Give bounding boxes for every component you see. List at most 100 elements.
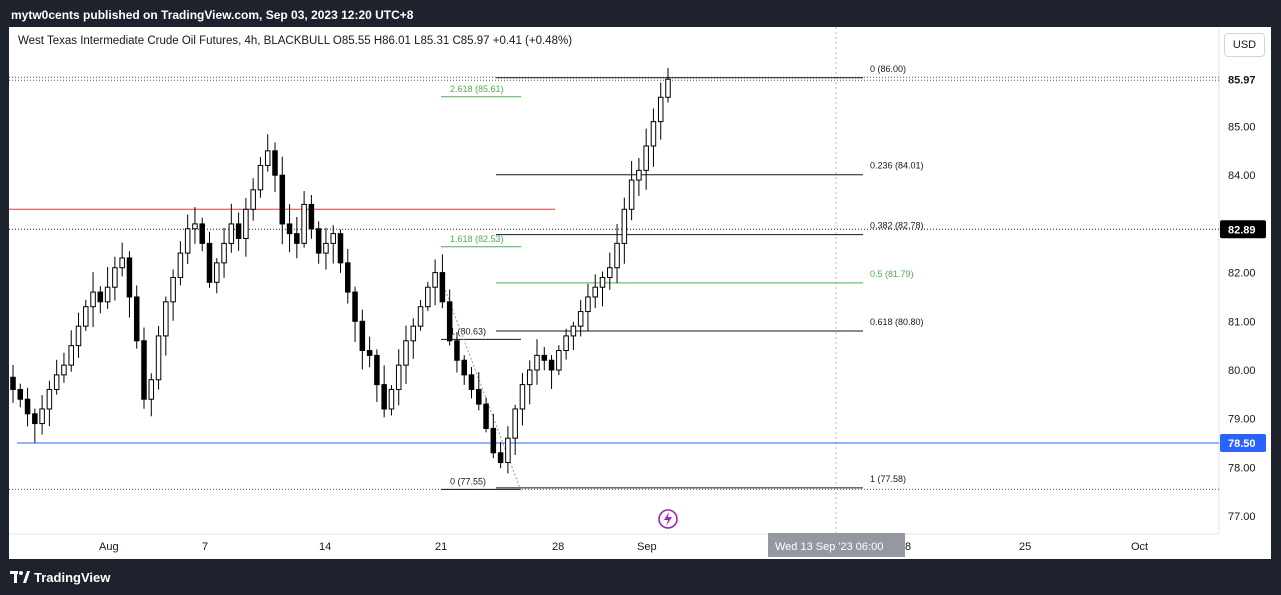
- candle-body: [599, 276, 606, 288]
- candle-body: [126, 257, 133, 298]
- candle-body: [10, 376, 16, 390]
- candle-body: [643, 145, 649, 171]
- candle-body: [614, 242, 620, 269]
- candle-body: [490, 427, 497, 454]
- time-axis-tick: 14: [319, 541, 331, 553]
- price-axis-tick: 78.00: [1228, 462, 1256, 474]
- time-axis-tick: 28: [552, 541, 564, 553]
- price-axis-tick: 85.00: [1228, 122, 1256, 134]
- fib-retracement-label: 0 (86.00): [870, 64, 906, 74]
- candle-body: [90, 291, 96, 308]
- candle-body: [337, 233, 344, 264]
- candle-body: [366, 350, 373, 356]
- candle-body: [75, 325, 82, 347]
- time-axis-tick: 8: [905, 541, 911, 553]
- candle-body: [17, 388, 24, 400]
- candle-body: [119, 257, 125, 269]
- candle-body: [607, 267, 613, 278]
- published-text: mytw0cents published on TradingView.com,…: [11, 8, 414, 22]
- candle-body: [512, 408, 518, 439]
- time-axis-tick: Sep: [637, 541, 657, 553]
- price-axis-tick: 80.00: [1228, 365, 1256, 377]
- candle-body: [257, 164, 264, 191]
- candle-body: [264, 150, 271, 166]
- symbol-legend: West Texas Intermediate Crude Oil Future…: [18, 35, 573, 47]
- candle-body: [243, 208, 249, 240]
- price-axis-tick: 79.00: [1228, 414, 1256, 426]
- fib-retracement-label: 0.618 (80.80): [870, 317, 924, 327]
- candle-body: [577, 311, 584, 327]
- chart-pane[interactable]: 0 (86.00) 0.236 (84.01) 0.382 (82.78) 0.5 (…: [9, 27, 1271, 559]
- candle-body: [345, 262, 351, 293]
- candle-body: [24, 398, 31, 415]
- time-axis-tick: Aug: [99, 541, 119, 553]
- candle-body: [650, 121, 657, 147]
- publisher-bar: mytw0cents published on TradingView.com,…: [0, 0, 1281, 27]
- candle-body: [155, 335, 162, 381]
- candle-body: [53, 374, 60, 390]
- candle-body: [410, 325, 417, 342]
- candle-body: [432, 272, 438, 288]
- flash-event-icon-bolt: [664, 512, 672, 526]
- candle-body: [395, 364, 402, 390]
- candle-body: [476, 388, 482, 405]
- candle-body: [46, 388, 53, 410]
- current-price-label: 85.97: [1228, 74, 1256, 86]
- candle-body: [221, 242, 227, 264]
- candle-body: [104, 286, 111, 303]
- candle-body: [177, 252, 184, 278]
- candle-body: [228, 223, 235, 244]
- candle-body: [541, 354, 548, 361]
- price-label: 82.89: [1228, 224, 1256, 236]
- candle-body: [570, 325, 577, 337]
- tradingview-logo-text: TradingView: [34, 569, 111, 585]
- candle-body: [199, 223, 205, 244]
- price-label: 78.50: [1228, 438, 1256, 450]
- fib-retracement-label: 1 (77.58): [870, 474, 906, 484]
- price-axis-tick: 84.00: [1228, 170, 1256, 182]
- candle-body: [505, 437, 511, 464]
- candle-body: [32, 413, 38, 425]
- candle-body: [446, 301, 453, 342]
- candle-body: [497, 452, 504, 464]
- candle-body: [352, 291, 358, 322]
- candle-body: [39, 408, 45, 425]
- price-axis-tick: 82.00: [1228, 268, 1256, 280]
- currency-button[interactable]: USD: [1224, 33, 1265, 57]
- candle-body: [548, 359, 555, 371]
- candle-body: [170, 276, 176, 303]
- flash-event-icon: [658, 509, 678, 529]
- candle-body: [141, 340, 147, 400]
- candle-body: [461, 359, 467, 376]
- candle-body: [61, 364, 67, 376]
- candle-body: [286, 223, 293, 235]
- candle-body: [381, 384, 387, 410]
- fib-retracement-label: 0.5 (81.79): [870, 269, 914, 279]
- candle-body: [621, 208, 628, 244]
- price-axis-tick: 77.00: [1228, 511, 1256, 523]
- candle-body: [592, 286, 598, 298]
- candle-body: [519, 384, 526, 410]
- candle-body: [97, 291, 104, 303]
- time-axis-tick: 7: [202, 541, 208, 553]
- candle-body: [272, 150, 278, 176]
- candle-body: [657, 96, 664, 123]
- candle-body: [163, 301, 169, 337]
- candle-body: [83, 306, 89, 327]
- candle-body: [628, 179, 635, 210]
- fib-retracement-label: 0.236 (84.01): [870, 161, 924, 171]
- candles-group: [10, 67, 671, 474]
- candle-body: [636, 169, 642, 181]
- candle-body: [192, 223, 198, 230]
- candle-body: [526, 369, 533, 386]
- candle-body: [483, 403, 489, 429]
- price-chart[interactable]: 0 (86.00) 0.236 (84.01) 0.382 (82.78) 0.5 (…: [9, 27, 1271, 559]
- candle-body: [563, 335, 569, 352]
- fib-extension-label: 0 (77.55): [450, 476, 486, 486]
- candle-body: [585, 296, 591, 313]
- tradingview-logo[interactable]: TradingView: [10, 569, 110, 585]
- candle-body: [388, 388, 395, 410]
- candle-body: [323, 242, 329, 254]
- candle-body: [148, 379, 155, 400]
- candle-body: [206, 242, 213, 283]
